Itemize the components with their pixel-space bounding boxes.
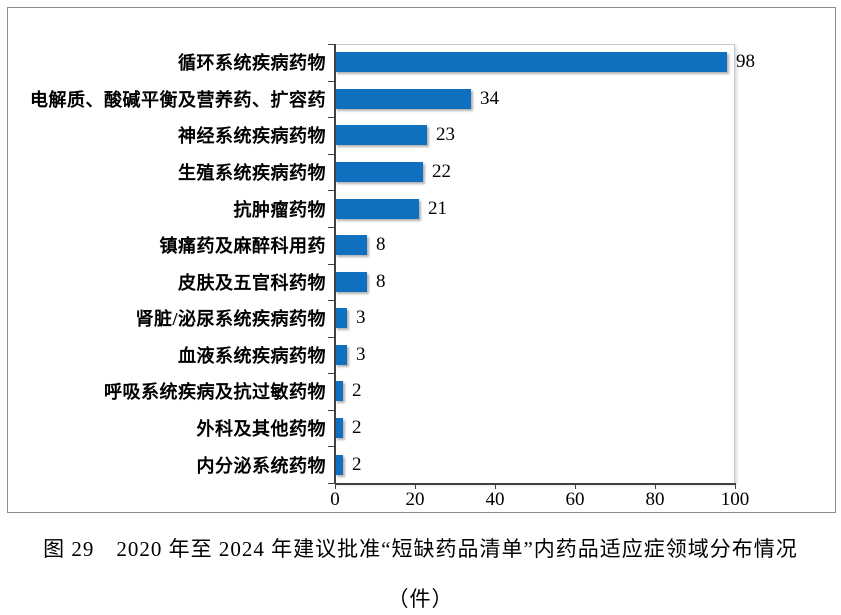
chart-frame: 循环系统疾病药物 98 电解质、酸碱平衡及营养药、扩容药 34 神经系统疾病药物 23 生殖… xyxy=(7,7,836,513)
x-tick-mark xyxy=(495,485,496,489)
x-tick-mark xyxy=(735,485,736,489)
value-label: 21 xyxy=(428,197,447,219)
category-tick-mark xyxy=(328,226,335,228)
bar-row: 肾脏/泌尿系统疾病药物 3 xyxy=(8,300,828,337)
bar-row: 神经系统疾病药物 23 xyxy=(8,117,828,154)
y-axis-line xyxy=(334,44,336,483)
category-tick-mark xyxy=(328,263,335,265)
value-label: 2 xyxy=(352,453,362,475)
x-tick-mark xyxy=(415,485,416,489)
bar-zone: 21 xyxy=(335,190,828,227)
bar-row: 内分泌系统药物 2 xyxy=(8,446,828,483)
bar-zone: 8 xyxy=(335,227,828,264)
value-label: 8 xyxy=(376,234,386,256)
value-label: 34 xyxy=(480,87,499,109)
bar xyxy=(335,125,427,146)
category-tick-mark xyxy=(328,44,335,45)
category-label: 抗肿瘤药物 xyxy=(233,199,326,220)
value-label: 98 xyxy=(736,51,755,73)
bar-zone: 2 xyxy=(335,410,828,447)
category-tick-mark xyxy=(328,300,335,302)
category-tick-mark xyxy=(328,483,335,484)
bar-zone: 2 xyxy=(335,446,828,483)
bar xyxy=(335,271,367,292)
bar-row: 呼吸系统疾病及抗过敏药物 2 xyxy=(8,373,828,410)
bar-row: 血液系统疾病药物 3 xyxy=(8,337,828,374)
value-label: 23 xyxy=(436,124,455,146)
x-tick-label: 0 xyxy=(330,489,340,510)
category-label: 电解质、酸碱平衡及营养药、扩容药 xyxy=(30,89,326,110)
category-tick-mark xyxy=(328,190,335,192)
bar xyxy=(335,344,347,365)
bar xyxy=(335,418,343,439)
x-tick-label: 20 xyxy=(405,489,425,510)
category-tick-mark xyxy=(328,153,335,155)
x-tick-label: 40 xyxy=(485,489,505,510)
category-label: 内分泌系统药物 xyxy=(196,455,326,476)
plot-area xyxy=(335,44,735,483)
bar xyxy=(335,52,727,73)
bar-row: 电解质、酸碱平衡及营养药、扩容药 34 xyxy=(8,81,828,118)
x-axis-line xyxy=(335,483,736,485)
category-label: 血液系统疾病药物 xyxy=(178,345,326,366)
bar-row: 外科及其他药物 2 xyxy=(8,410,828,447)
category-label: 肾脏/泌尿系统疾病药物 xyxy=(135,309,326,330)
bar-zone: 2 xyxy=(335,373,828,410)
bar-zone: 98 xyxy=(335,44,828,81)
value-label: 8 xyxy=(376,270,386,292)
figure-caption: 图 29 2020 年至 2024 年建议批准“短缺药品清单”内药品适应症领域分… xyxy=(43,537,798,561)
bar-zone: 23 xyxy=(335,117,828,154)
bar-row: 生殖系统疾病药物 22 xyxy=(8,154,828,191)
category-label: 呼吸系统疾病及抗过敏药物 xyxy=(104,382,326,403)
bar xyxy=(335,88,471,109)
bar-zone: 22 xyxy=(335,154,828,191)
bar-row: 抗肿瘤药物 21 xyxy=(8,190,828,227)
x-tick-mark xyxy=(575,485,576,489)
x-tick-label: 80 xyxy=(645,489,665,510)
x-tick-mark xyxy=(335,485,336,489)
value-label: 3 xyxy=(356,307,366,329)
category-tick-mark xyxy=(328,409,335,411)
category-label: 生殖系统疾病药物 xyxy=(178,163,326,184)
bar xyxy=(335,235,367,256)
value-label: 2 xyxy=(352,417,362,439)
bar-zone: 3 xyxy=(335,300,828,337)
x-tick-label: 60 xyxy=(565,489,585,510)
category-label: 外科及其他药物 xyxy=(196,419,326,440)
category-tick-mark xyxy=(328,80,335,82)
bar xyxy=(335,381,343,402)
bar xyxy=(335,162,423,183)
category-label: 神经系统疾病药物 xyxy=(178,126,326,147)
bar-row: 镇痛药及麻醉科用药 8 xyxy=(8,227,828,264)
x-tick-mark xyxy=(655,485,656,489)
bar-rows: 循环系统疾病药物 98 电解质、酸碱平衡及营养药、扩容药 34 神经系统疾病药物 23 生殖… xyxy=(8,44,828,483)
value-label: 2 xyxy=(352,380,362,402)
bar xyxy=(335,308,347,329)
category-label: 皮肤及五官科药物 xyxy=(178,272,326,293)
bar xyxy=(335,454,343,475)
bar-zone: 34 xyxy=(335,81,828,118)
value-label: 3 xyxy=(356,343,366,365)
bar-zone: 3 xyxy=(335,337,828,374)
bar-zone: 8 xyxy=(335,263,828,300)
bar-row: 循环系统疾病药物 98 xyxy=(8,44,828,81)
category-tick-mark xyxy=(328,117,335,119)
category-label: 镇痛药及麻醉科用药 xyxy=(159,236,326,257)
value-label: 22 xyxy=(432,161,451,183)
category-tick-mark xyxy=(328,373,335,375)
category-label: 循环系统疾病药物 xyxy=(178,53,326,74)
x-tick-label: 100 xyxy=(720,489,750,510)
category-tick-mark xyxy=(328,446,335,448)
figure-caption-unit: （件） xyxy=(387,587,454,611)
bar-row: 皮肤及五官科药物 8 xyxy=(8,263,828,300)
bar xyxy=(335,198,419,219)
category-tick-mark xyxy=(328,336,335,338)
